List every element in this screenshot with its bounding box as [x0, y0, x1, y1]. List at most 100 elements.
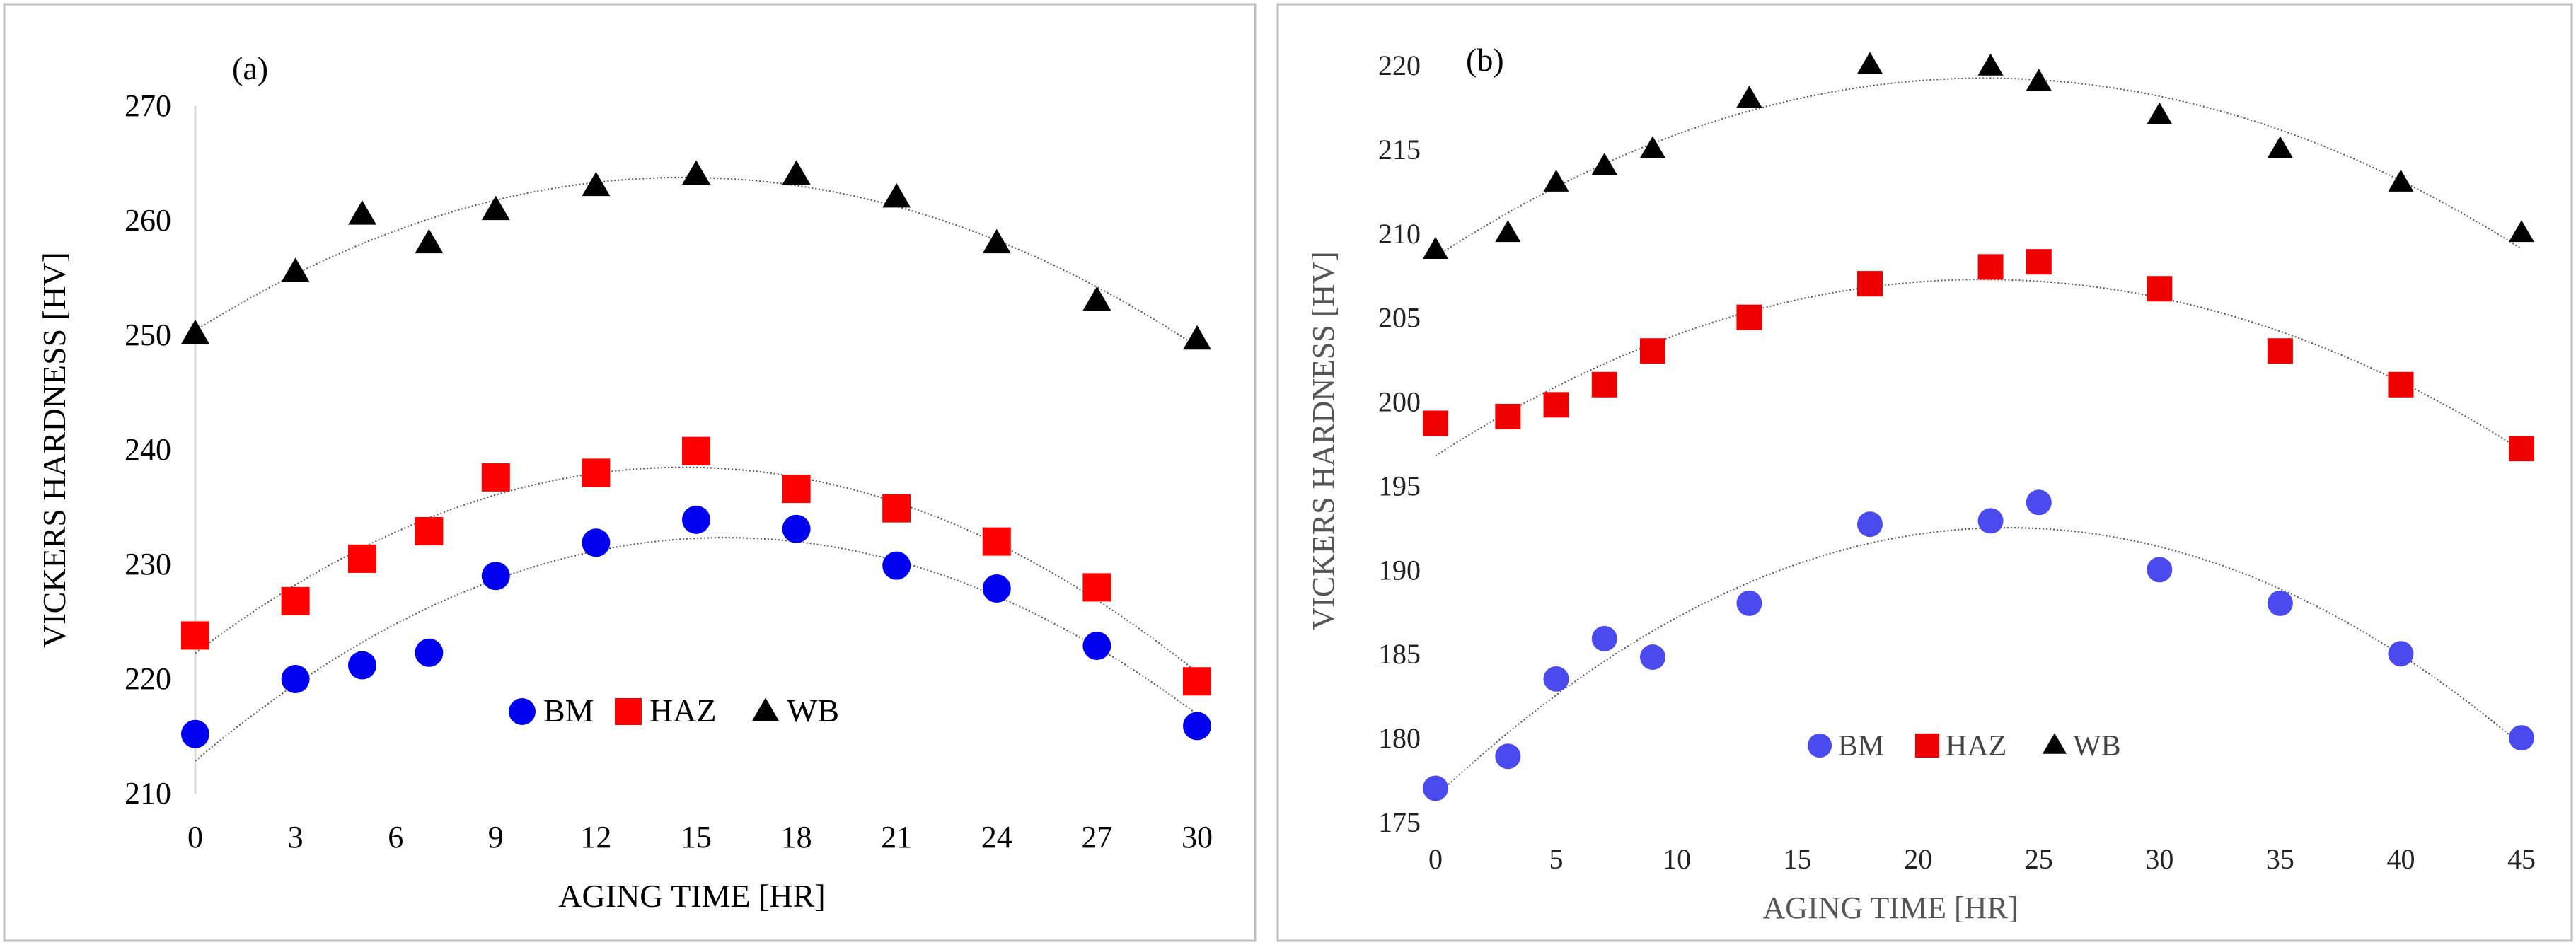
- data-point-haz: [1423, 410, 1448, 436]
- panel-a-y-ticks: 210 220 230 240 250 260 270: [125, 88, 171, 811]
- data-point-bm: [1736, 590, 1762, 616]
- data-point-wb: [1857, 52, 1883, 74]
- legend-label-haz: HAZ: [649, 692, 717, 729]
- data-point-bm: [348, 651, 376, 680]
- y-tick-label: 230: [125, 547, 171, 581]
- data-point-bm: [882, 551, 911, 580]
- x-tick-label: 6: [388, 820, 403, 854]
- data-point-haz: [1977, 254, 2004, 280]
- legend-label-haz: HAZ: [1946, 730, 2006, 763]
- data-point-wb: [982, 228, 1011, 254]
- legend-marker-bm: [509, 698, 536, 725]
- data-point-haz: [2147, 276, 2173, 302]
- x-tick-label: 27: [1081, 820, 1112, 854]
- x-tick-label: 5: [1549, 843, 1564, 875]
- data-point-haz: [2509, 436, 2534, 462]
- data-point-bm: [2026, 489, 2052, 516]
- legend-marker-bm: [1807, 733, 1832, 758]
- panel-a-x-ticks: 0 3 6 9 12 15 18 21 24 27 30: [187, 820, 1213, 854]
- data-point-wb: [1591, 153, 1617, 175]
- x-tick-label: 30: [1182, 820, 1213, 854]
- panel-a-markers: [181, 160, 1211, 748]
- trendline-bm: [1435, 527, 2522, 797]
- data-point-bm: [582, 528, 611, 557]
- panel-a-label: (a): [232, 50, 268, 86]
- data-point-bm: [1591, 625, 1617, 651]
- y-tick-label: 175: [1378, 806, 1421, 838]
- data-point-wb: [882, 182, 911, 208]
- data-point-bm: [481, 562, 510, 591]
- panel-a-x-axis-title: AGING TIME [HR]: [558, 878, 825, 914]
- data-point-bm: [1495, 743, 1521, 770]
- data-point-bm: [1082, 632, 1111, 661]
- data-point-wb: [348, 200, 376, 225]
- y-tick-label: 260: [125, 203, 171, 238]
- data-point-haz: [1543, 392, 1569, 418]
- y-tick-label: 240: [125, 432, 171, 467]
- x-tick-label: 21: [881, 820, 912, 854]
- data-point-wb: [181, 319, 209, 344]
- panel-a-frame: [3, 3, 1257, 942]
- x-tick-label: 0: [1428, 843, 1443, 875]
- x-tick-label: 18: [781, 820, 812, 854]
- data-point-wb: [2388, 169, 2414, 192]
- data-point-wb: [1640, 136, 1665, 158]
- data-point-haz: [481, 463, 510, 492]
- panel-a-legend: BM HAZ WB: [509, 692, 839, 729]
- data-point-bm: [1423, 775, 1448, 801]
- x-tick-label: 3: [288, 820, 304, 854]
- legend-marker-wb: [752, 697, 779, 721]
- data-point-wb: [1543, 169, 1569, 192]
- y-tick-label: 185: [1378, 638, 1421, 670]
- data-point-haz: [1857, 271, 1883, 297]
- x-tick-label: 10: [1663, 843, 1691, 875]
- data-point-haz: [1495, 403, 1521, 429]
- data-point-wb: [1977, 53, 2004, 76]
- legend-label-wb: WB: [2073, 730, 2121, 763]
- data-point-haz: [1736, 304, 1762, 330]
- data-point-bm: [2267, 590, 2293, 616]
- data-point-haz: [682, 436, 710, 465]
- panel-b-x-axis-title: AGING TIME [HR]: [1763, 891, 2018, 925]
- chart-panel-b: (b) 175 180 185 190 195 200 205 210 215 220 0 5 10 1…: [1276, 3, 2573, 942]
- data-point-bm: [281, 665, 310, 693]
- data-point-bm: [181, 719, 209, 748]
- y-tick-label: 210: [1378, 218, 1421, 250]
- legend-marker-haz: [1914, 733, 1940, 758]
- y-tick-label: 205: [1378, 302, 1421, 334]
- data-point-haz: [1082, 573, 1111, 602]
- panel-b-y-ticks: 175 180 185 190 195 200 205 210 215 220: [1378, 50, 1421, 838]
- panel-b-markers: [1423, 52, 2534, 801]
- chart-panel-a: (a) 210 220 230 240 250 260 270 0 3 6 9 12 15 18 21 24…: [3, 3, 1257, 942]
- data-point-wb: [481, 195, 510, 221]
- data-point-wb: [1423, 236, 1448, 259]
- data-point-haz: [281, 586, 310, 615]
- data-point-bm: [1857, 511, 1883, 538]
- data-point-bm: [2388, 641, 2414, 667]
- data-point-wb: [1495, 220, 1521, 243]
- y-tick-label: 190: [1378, 554, 1421, 586]
- x-tick-label: 12: [580, 820, 611, 854]
- y-tick-label: 220: [1378, 50, 1421, 81]
- x-tick-label: 45: [2507, 843, 2536, 875]
- panel-b-trendlines: [1435, 77, 2522, 797]
- legend-label-bm: BM: [543, 692, 594, 729]
- data-point-haz: [2026, 249, 2052, 275]
- panel-b-frame: [1276, 3, 2573, 942]
- legend-marker-haz: [615, 698, 642, 725]
- y-tick-label: 180: [1378, 722, 1421, 754]
- data-point-bm: [982, 574, 1011, 603]
- x-tick-label: 40: [2386, 843, 2415, 875]
- data-point-wb: [682, 160, 710, 185]
- x-tick-label: 15: [1784, 843, 1812, 875]
- data-point-haz: [1591, 371, 1617, 398]
- y-tick-label: 220: [125, 661, 171, 696]
- y-tick-label: 210: [125, 776, 171, 811]
- x-tick-label: 24: [981, 820, 1012, 854]
- data-point-haz: [982, 527, 1011, 556]
- panel-a-y-axis-title: VICKERS HARDNESS [HV]: [36, 252, 72, 648]
- data-point-haz: [882, 494, 911, 523]
- x-tick-label: 25: [2025, 843, 2053, 875]
- data-point-wb: [281, 257, 310, 282]
